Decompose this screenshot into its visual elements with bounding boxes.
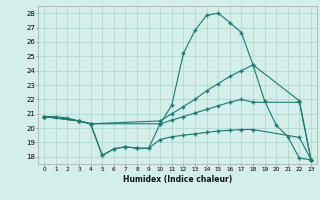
X-axis label: Humidex (Indice chaleur): Humidex (Indice chaleur) <box>123 175 232 184</box>
